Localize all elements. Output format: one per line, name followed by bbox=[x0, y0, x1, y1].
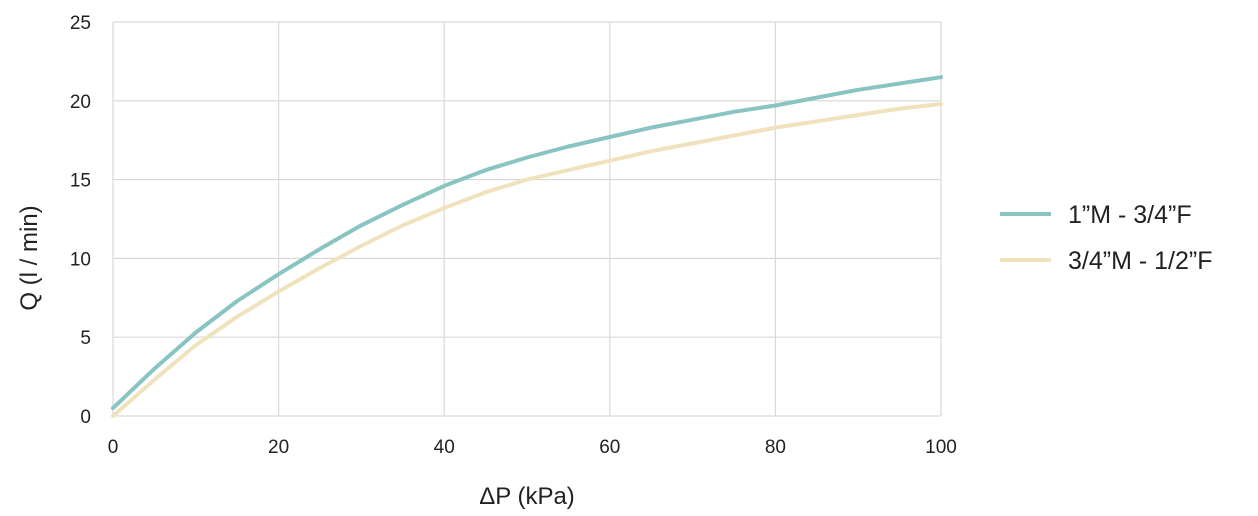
y-tick-label: 5 bbox=[80, 328, 91, 349]
y-tick-label: 0 bbox=[80, 407, 91, 428]
x-tick-label: 100 bbox=[925, 437, 957, 458]
x-tick-label: 80 bbox=[765, 437, 786, 458]
x-tick-label: 0 bbox=[108, 437, 119, 458]
legend-label-1: 1”M - 3/4”F bbox=[1068, 201, 1192, 229]
y-tick-label: 15 bbox=[70, 171, 91, 192]
y-tick-label: 25 bbox=[70, 13, 91, 34]
series-lines bbox=[111, 75, 943, 418]
series-line-2 bbox=[111, 102, 943, 418]
x-tick-label: 40 bbox=[434, 437, 455, 458]
x-tick-label: 60 bbox=[599, 437, 620, 458]
y-tick-label: 10 bbox=[70, 249, 91, 270]
series-line-1 bbox=[111, 75, 943, 411]
legend: 1”M - 3/4”F 3/4”M - 1/2”F bbox=[1000, 201, 1212, 275]
y-tick-label: 20 bbox=[70, 92, 91, 113]
legend-label-2: 3/4”M - 1/2”F bbox=[1068, 247, 1212, 275]
grid bbox=[112, 21, 942, 417]
y-axis-title: Q (l / min) bbox=[16, 205, 43, 310]
x-tick-label: 20 bbox=[268, 437, 289, 458]
x-axis-title: ΔP (kPa) bbox=[479, 483, 575, 510]
tick-labels: 0 20 40 60 80 100 0 5 10 15 20 25 bbox=[70, 13, 957, 458]
